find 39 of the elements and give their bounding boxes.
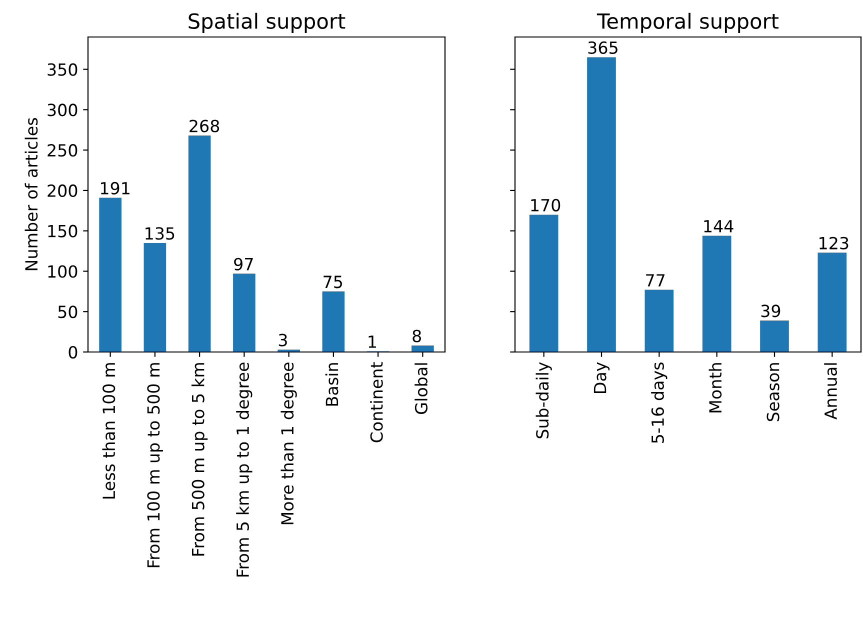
data-label: 1 [368, 336, 376, 348]
data-label: 191 [100, 182, 130, 194]
x-tick-label: Global [414, 363, 428, 414]
x-tick-label: From 500 m up to 5 km [191, 363, 208, 556]
y-tick-label: 200 [48, 184, 78, 198]
data-label: 77 [646, 274, 665, 286]
y-axis-title: Number of articles [24, 118, 38, 270]
x-tick-label: More than 1 degree [280, 362, 297, 524]
x-tick-label: Day [594, 362, 610, 393]
data-label: 144 [704, 220, 734, 232]
data-label: 8 [412, 330, 421, 342]
data-label: 135 [146, 227, 174, 240]
y-tick-label: 50 [58, 306, 78, 318]
data-label: 123 [820, 236, 848, 250]
data-label: 39 [761, 304, 780, 318]
x-tick-label: From 5 km up to 1 degree [236, 362, 252, 577]
data-label: 75 [324, 276, 342, 288]
x-tick-label: 5-16 days [651, 362, 668, 443]
data-label: 365 [588, 41, 618, 54]
x-tick-label: Basin [325, 363, 338, 406]
x-tick-label: Continent [370, 362, 383, 442]
y-tick-label: 150 [48, 224, 78, 238]
data-label: 170 [531, 198, 560, 212]
data-label: 3 [278, 334, 287, 346]
x-tick-label: Sub-daily [536, 362, 552, 438]
x-tick-label: Month [708, 363, 722, 412]
data-label: 97 [234, 258, 253, 270]
y-tick-label: 250 [48, 144, 78, 157]
data-label: 268 [190, 120, 220, 132]
x-tick-label: Season [766, 363, 780, 422]
x-tick-label: Less than 100 m [102, 363, 116, 499]
y-tick-label: 300 [48, 104, 78, 116]
y-tick-label: 350 [48, 63, 78, 76]
y-tick-label: 0 [68, 346, 78, 359]
chart-title: Spatial support [188, 12, 346, 33]
y-tick-label: 100 [48, 265, 78, 278]
x-tick-label: From 100 m up to 500 m [147, 363, 164, 568]
x-tick-label: Annual [824, 363, 838, 420]
chart-title: Temporal support [596, 12, 778, 33]
